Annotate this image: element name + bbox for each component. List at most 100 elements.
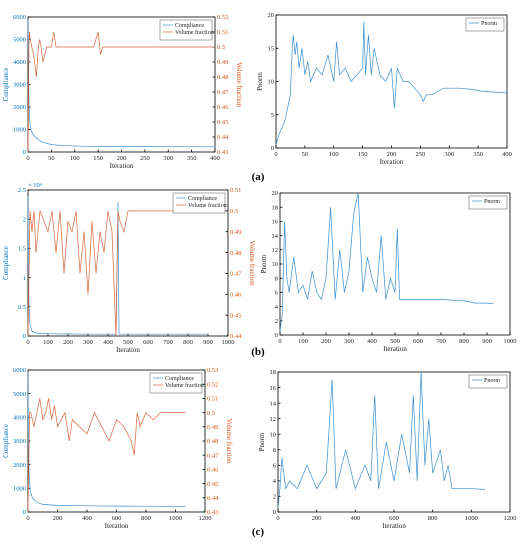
c-left-ytick-label: 4000 xyxy=(13,415,26,422)
b-right-ytick-label: 12 xyxy=(272,247,279,254)
a-right-xtick-label: 150 xyxy=(358,151,368,158)
b-left-y2tick-label: 0.46 xyxy=(230,291,242,298)
b-left-ytick-label: 2.5 xyxy=(18,187,26,194)
c-right-ytick-label: 8 xyxy=(273,447,276,454)
a-right-xtick-label: 250 xyxy=(416,151,426,158)
c-left-xtick-label: 1200 xyxy=(199,515,212,522)
c-right-xtick-label: 200 xyxy=(312,515,322,522)
c-left-xtick-label: 400 xyxy=(82,515,92,522)
c-left-y-axis-label: Compliance xyxy=(2,424,10,458)
c-left-ytick-label: 1000 xyxy=(13,486,26,493)
c-left-x-axis-label: Iteration xyxy=(105,522,129,530)
b-right-y-axis-label: Pnorm xyxy=(260,254,268,273)
c-left-y2tick-label: 0.5 xyxy=(207,410,215,417)
a-left-y2tick-label: 0.48 xyxy=(217,74,228,81)
a-right-xtick-label: 350 xyxy=(473,151,483,158)
a-right-xtick-label: 50 xyxy=(302,151,309,158)
b-left-y2tick-label: 0.51 xyxy=(230,187,241,194)
a-left-xtick-label: 100 xyxy=(70,155,80,162)
a-right-xtick-label: 0 xyxy=(274,151,277,158)
c-right-legend-entry: Pnorm xyxy=(484,378,500,384)
c-left-y2-axis-label: Volume fraction xyxy=(225,418,233,464)
c-left-y2tick-label: 0.52 xyxy=(207,381,218,388)
a-left-xtick-label: 300 xyxy=(163,155,173,162)
a-left-xtick-label: 400 xyxy=(210,155,220,162)
b-left-xtick-label: 300 xyxy=(83,339,93,346)
a-left-y2tick-label: 0.51 xyxy=(217,29,228,36)
a-left-x-axis-label: Iteration xyxy=(110,162,134,170)
c-right-ytick-label: 14 xyxy=(270,400,277,407)
c-left-series-compliance xyxy=(27,372,186,507)
c-right-series-pnorm xyxy=(277,371,485,509)
c-right-ytick-label: 0 xyxy=(273,509,276,516)
a-left-y-axis-label: Compliance xyxy=(2,68,10,102)
c-left-ytick-label: 5000 xyxy=(13,391,26,398)
c-left-xtick-label: 0 xyxy=(26,515,29,522)
b-left-xtick-label: 500 xyxy=(123,339,133,346)
a-right-xtick-label: 400 xyxy=(502,151,512,158)
b-right-series-pnorm xyxy=(279,192,494,332)
b-left-y-exponent: × 10⁴ xyxy=(28,182,43,189)
b-left-series-compliance xyxy=(27,195,208,335)
b-right-xtick-label: 900 xyxy=(482,338,492,345)
a-left-y2-axis-label: Volume fraction xyxy=(235,62,243,108)
c-right-ytick-label: 16 xyxy=(270,385,277,392)
c-right-ytick-label: 12 xyxy=(270,416,277,423)
a-left-ytick-label: 2000 xyxy=(13,104,26,111)
b-right-xtick-label: 100 xyxy=(298,338,308,345)
c-right-ytick-label: 10 xyxy=(270,431,277,438)
c-right-xtick-label: 600 xyxy=(389,515,399,522)
c-right-ytick-label: 2 xyxy=(273,494,276,501)
a-left-y2tick-label: 0.5 xyxy=(217,44,225,51)
b-right-xtick-label: 500 xyxy=(390,338,400,345)
c-left-y2tick-label: 0.44 xyxy=(207,495,219,502)
b-right-xtick-label: 600 xyxy=(413,338,423,345)
b-left-xtick-label: 400 xyxy=(103,339,113,346)
b-left-xtick-label: 900 xyxy=(203,339,213,346)
c-left-ytick-label: 2000 xyxy=(13,462,26,469)
b-right-legend-box xyxy=(468,195,508,210)
a-left-ytick-label: 4000 xyxy=(13,59,26,66)
b-right-xtick-label: 200 xyxy=(321,338,331,345)
a-left-ytick-label: 6000 xyxy=(13,14,26,21)
b-right-ytick-label: 10 xyxy=(272,261,279,268)
b-right-xtick-label: 700 xyxy=(436,338,446,345)
b-left-xtick-label: 1000 xyxy=(222,339,235,346)
a-left-series-volume-fraction xyxy=(27,31,215,153)
a-right-ytick-label: 10 xyxy=(268,79,275,86)
c-right-xtick-label: 400 xyxy=(350,515,360,522)
b-right-ytick-label: 0 xyxy=(275,332,278,339)
panel-label: (a) xyxy=(252,171,265,183)
b-left-y2tick-label: 0.5 xyxy=(230,208,238,215)
b-right-ytick-label: 2 xyxy=(275,318,278,325)
a-left-legend-entry: Compliance xyxy=(175,23,204,29)
a-right-ytick-label: 15 xyxy=(268,45,275,52)
b-left-ytick-label: 1.5 xyxy=(18,246,26,253)
b-left-xtick-label: 700 xyxy=(163,339,173,346)
a-left-y2tick-label: 0.52 xyxy=(217,14,228,21)
c-right-axes-box xyxy=(277,371,511,513)
c-right-y-axis-label: Pnorm xyxy=(258,432,266,451)
c-left-series-volume-fraction xyxy=(27,398,186,513)
b-left-xtick-label: 600 xyxy=(143,339,153,346)
c-right-ytick-label: 18 xyxy=(270,369,277,376)
b-right-xtick-label: 0 xyxy=(278,338,281,345)
a-right-xtick-label: 300 xyxy=(444,151,454,158)
b-left-y2-axis-label: Volume fraction xyxy=(248,240,256,286)
c-left-legend-entry: Volume fraction xyxy=(165,382,204,389)
c-left-ytick-label: 0 xyxy=(23,509,26,516)
b-left-ytick-label: 2 xyxy=(23,216,26,223)
a-right-legend-box xyxy=(465,17,505,32)
c-left-y2tick-label: 0.47 xyxy=(207,452,219,459)
b-left-y2tick-label: 0.49 xyxy=(230,229,241,236)
b-left-ytick-label: 0 xyxy=(23,333,26,340)
b-right-ytick-label: 8 xyxy=(275,275,278,282)
b-right-xtick-label: 400 xyxy=(367,338,377,345)
b-left-xtick-label: 800 xyxy=(183,339,193,346)
b-left-series-volume-fraction xyxy=(27,210,208,337)
b-left-xtick-label: 200 xyxy=(63,339,73,346)
b-left-ytick-label: 1 xyxy=(23,275,26,282)
b-right-legend-entry: Pnorm xyxy=(484,199,500,205)
a-left-y2tick-label: 0.46 xyxy=(217,104,229,111)
